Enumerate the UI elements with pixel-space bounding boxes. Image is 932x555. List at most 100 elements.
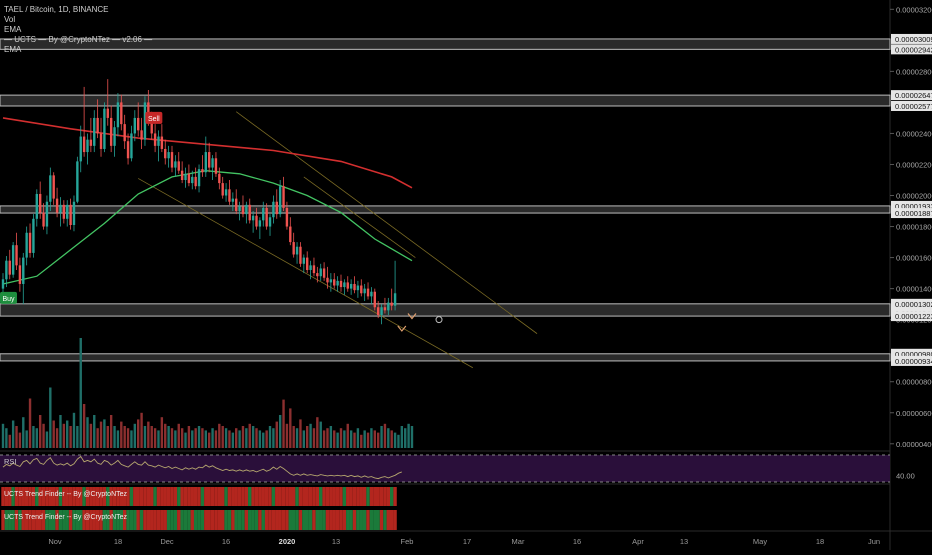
candle-body — [55, 198, 59, 213]
ucts-cell — [204, 510, 208, 530]
alarm-clock-icon[interactable] — [435, 316, 443, 324]
volume-bar — [295, 428, 299, 448]
ucts-cell — [291, 487, 296, 506]
candle-body — [164, 148, 167, 159]
ucts-row-1: UCTS Trend Finder -- By @CryptoNTez — [1, 487, 397, 506]
candle — [123, 114, 126, 149]
candle-body — [157, 136, 160, 146]
ucts-cell — [393, 487, 397, 506]
candle — [130, 125, 133, 162]
ucts-cell — [315, 510, 320, 530]
ucts-cell — [102, 510, 107, 530]
zone-price-label: 0.00001887 — [891, 208, 932, 219]
ucts-cell — [231, 487, 235, 506]
ucts-cell — [346, 487, 350, 506]
volume-bar — [360, 434, 363, 448]
volume-bar — [265, 430, 268, 448]
ucts-cell — [207, 510, 211, 530]
ucts-cell — [258, 487, 262, 506]
volume-bar — [153, 428, 157, 448]
volume-bar — [299, 419, 302, 448]
volume-bar — [390, 430, 393, 448]
signal-label: Sell — [148, 116, 160, 123]
candle — [339, 274, 343, 292]
ucts-cell — [390, 487, 394, 506]
volume-bar — [69, 426, 72, 448]
candle-body — [224, 189, 228, 196]
volume-bar — [164, 423, 167, 448]
volume-bar — [126, 428, 130, 448]
ucts-cell — [163, 487, 167, 506]
volume-bar — [72, 412, 76, 448]
ucts-cell — [150, 510, 154, 530]
candle-body — [265, 207, 268, 227]
ucts-cell — [28, 487, 32, 506]
volume-bar — [302, 430, 306, 448]
volume-bar — [113, 426, 116, 448]
signal-buy: Buy — [0, 291, 17, 304]
volume-bar — [123, 426, 126, 448]
ucts-cell — [65, 510, 69, 530]
time-tick-label: Nov — [48, 537, 62, 546]
candle — [42, 203, 45, 230]
candle-body — [130, 133, 133, 159]
volume-bar — [356, 428, 360, 448]
ucts-cell — [271, 510, 276, 530]
candle — [52, 172, 55, 205]
ucts-cell — [291, 510, 296, 530]
volume-bar — [238, 430, 241, 448]
ucts-cell — [139, 487, 144, 506]
candle — [346, 276, 349, 292]
candle — [207, 142, 211, 173]
volume-bar — [306, 426, 309, 448]
ucts-cell — [21, 510, 25, 530]
candle — [69, 198, 72, 230]
candle — [137, 102, 140, 137]
ucts-cell — [308, 510, 313, 530]
volume-bar — [137, 419, 140, 448]
candle — [333, 273, 336, 289]
ucts-cell — [173, 510, 178, 530]
ucts-cell — [237, 487, 242, 506]
candle-body — [52, 175, 55, 199]
volume-bar — [45, 431, 49, 448]
volume-bar — [282, 399, 285, 448]
ucts-cell — [295, 487, 299, 506]
ucts-cell — [129, 487, 134, 506]
candle — [89, 117, 93, 153]
candle — [180, 161, 184, 184]
candle-body — [383, 307, 387, 311]
candle — [349, 279, 353, 295]
channel-upper-line — [235, 111, 538, 334]
time-axis: Nov 18 Dec 16 2020 13 Feb 17 Mar 16 Apr 13 May 18 Jun — [48, 537, 880, 546]
ucts-cell — [251, 510, 255, 530]
zone-price-label-text: 0.00003009 — [895, 35, 932, 44]
candle — [38, 181, 42, 219]
volume-bar — [370, 428, 373, 448]
ucts-cell — [79, 487, 83, 506]
candle — [353, 276, 356, 294]
ucts-cell — [85, 487, 90, 506]
candle-body — [346, 282, 349, 289]
candle-body — [180, 170, 184, 180]
ucts-cell — [359, 510, 363, 530]
signal-badge — [145, 111, 163, 124]
candle — [285, 201, 289, 230]
ucts-cell — [366, 510, 370, 530]
candle — [248, 198, 251, 224]
volume-bar — [96, 428, 99, 448]
candle-body — [174, 161, 177, 168]
candle-body — [96, 117, 99, 134]
candle-body — [191, 176, 194, 184]
candle — [289, 217, 292, 246]
volume-series — [1, 338, 414, 448]
ucts-cell — [207, 487, 211, 506]
candle — [82, 86, 86, 157]
ucts-cell — [244, 487, 249, 506]
zone-price-label-bg — [891, 348, 932, 359]
ucts-cell — [136, 487, 140, 506]
ucts-cell — [379, 487, 384, 506]
ucts-row-2: UCTS Trend Finder -- By @CryptoNTez — [1, 510, 397, 530]
